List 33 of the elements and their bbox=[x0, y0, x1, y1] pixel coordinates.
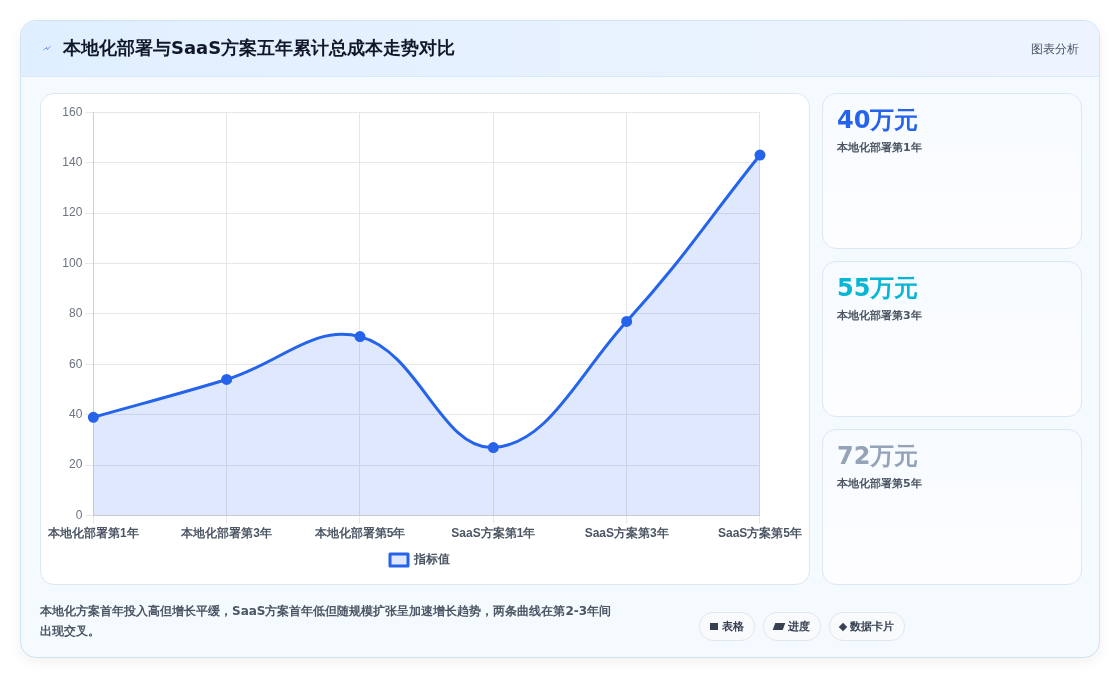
point bbox=[354, 331, 366, 343]
text: 40万元 bbox=[837, 105, 919, 136]
text: 本地化部署第1年 bbox=[837, 140, 922, 155]
x-tick-label: 本地化部署第3年 bbox=[180, 526, 273, 541]
text: 表格 bbox=[722, 619, 744, 634]
text: 数据卡片 bbox=[850, 619, 894, 634]
text: 进度 bbox=[788, 619, 810, 634]
chart-title: 本地化部署与SaaS方案五年累计总成本走势对比 bbox=[63, 36, 456, 60]
point bbox=[621, 315, 633, 327]
text: 72万元 bbox=[837, 441, 919, 472]
point bbox=[487, 442, 499, 454]
point bbox=[221, 373, 233, 385]
text: 图表分析 bbox=[1031, 41, 1079, 58]
x-tick-label: SaaS方案第5年 bbox=[717, 526, 802, 541]
point bbox=[754, 149, 766, 161]
text: 55万元 bbox=[837, 273, 919, 304]
text: 本地化方案首年投入高但增长平缓，SaaS方案首年低但随规模扩张呈加速增长趋势，两条曲线在第2-3年间出现交叉。 bbox=[40, 603, 612, 640]
x-tick-label: 本地化部署第1年 bbox=[46, 526, 139, 541]
y-tick-label: 40 bbox=[68, 407, 83, 422]
y-tick-label: 160 bbox=[62, 104, 83, 119]
y-tick-label: 100 bbox=[62, 255, 83, 270]
legend-label: 指标值 bbox=[413, 552, 450, 567]
y-tick-label: 0 bbox=[75, 507, 83, 522]
x-tick-label: 本地化部署第5年 bbox=[313, 526, 406, 541]
x-tick-label: SaaS方案第1年 bbox=[451, 526, 536, 541]
y-tick-label: 140 bbox=[62, 154, 83, 169]
text: 本地化部署第3年 bbox=[837, 308, 922, 323]
x-tick-label: SaaS方案第3年 bbox=[584, 526, 669, 541]
y-tick-label: 20 bbox=[68, 457, 83, 472]
y-tick-label: 80 bbox=[68, 306, 83, 321]
y-tick-label: 120 bbox=[62, 205, 83, 220]
y-tick-label: 60 bbox=[68, 356, 83, 371]
text: 本地化部署第5年 bbox=[837, 476, 922, 491]
